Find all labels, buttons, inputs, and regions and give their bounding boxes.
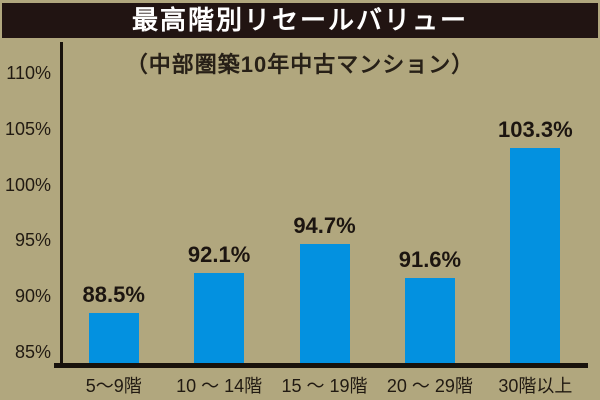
- bar-value-label: 94.7%: [293, 212, 356, 238]
- bar-column: 92.1%: [166, 61, 271, 363]
- y-axis-line: [60, 42, 63, 367]
- y-axis-labels: 85% 90% 95% 100% 105% 110%: [0, 61, 54, 363]
- x-axis-labels: 5〜9階 10 〜 14階 15 〜 19階 20 〜 29階 30階以上: [61, 372, 588, 398]
- bar: [194, 272, 245, 363]
- bar-column: 91.6%: [377, 61, 482, 363]
- x-axis-line: [54, 363, 588, 368]
- bar: [299, 243, 350, 363]
- bar-value-label: 91.6%: [398, 247, 462, 273]
- bar: [404, 278, 455, 363]
- y-tick-label: 105%: [4, 118, 51, 139]
- chart-subtitle: （中部圏築10年中古マンション）: [125, 52, 475, 77]
- bar-column: 88.5%: [61, 61, 166, 363]
- bar: [510, 147, 561, 363]
- x-category-label: 10 〜 14階: [176, 376, 263, 396]
- chart-title: 最高階別リセールバリュー: [131, 5, 468, 35]
- y-tick-label: 85%: [14, 341, 51, 362]
- bar-column: 103.3%: [483, 61, 588, 363]
- bar-value-label: 103.3%: [498, 116, 573, 142]
- x-category-label: 15 〜 19階: [281, 376, 368, 396]
- x-category-label: 20 〜 29階: [386, 376, 473, 396]
- plot-area: 88.5% 92.1% 94.7% 91.6% 103.3%: [61, 61, 588, 363]
- y-tick-label: 110%: [6, 63, 51, 84]
- bar: [88, 312, 139, 363]
- bar-value-label: 92.1%: [187, 241, 251, 267]
- y-tick-label: 100%: [4, 174, 51, 195]
- title-bar: 最高階別リセールバリュー: [2, 3, 598, 38]
- x-category-label: 5〜9階: [85, 376, 142, 396]
- y-tick-label: 95%: [14, 230, 51, 251]
- x-category-label: 30階以上: [498, 376, 573, 396]
- y-tick-label: 90%: [14, 286, 51, 307]
- bar-column: 94.7%: [272, 61, 377, 363]
- bar-value-label: 88.5%: [82, 281, 145, 307]
